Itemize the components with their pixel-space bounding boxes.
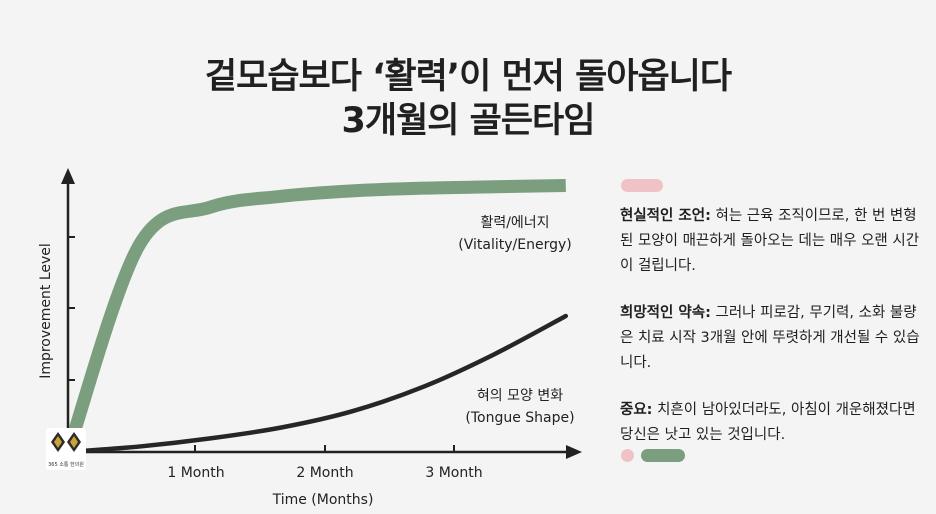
- y-axis-arrow: [61, 168, 75, 184]
- note-hopeful-body: 그러나 피로감, 무기력, 소화 불량은 치료 시작 3개월 안에 뚜렷하게 개…: [620, 305, 920, 371]
- chart: 1 Month 2 Month 3 Month Time (Months) Im…: [38, 168, 582, 508]
- x-tick-label-2: 2 Month: [296, 465, 353, 481]
- title-line-2: 3개월의 골든타임: [341, 101, 596, 141]
- note-important-head: 중요:: [620, 402, 653, 418]
- decor-pill-green: [641, 449, 685, 462]
- logo-mark-icon: [51, 432, 81, 452]
- series-label-vitality-ko: 활력/에너지: [480, 215, 549, 231]
- series-label-tongue-en: (Tongue Shape): [465, 410, 574, 426]
- series-line-vitality: [61, 178, 566, 455]
- x-tick-label-1: 1 Month: [167, 465, 224, 481]
- series-label-vitality-en: (Vitality/Energy): [458, 237, 571, 253]
- notes-panel: 현실적인 조언: 혀는 근육 조직이므로, 한 번 변형된 모양이 매끈하게 돌…: [620, 204, 920, 470]
- note-important: 중요: 치흔이 남아있더라도, 아침이 개운해졌다면 당신은 낫고 있는 것입니…: [620, 398, 920, 448]
- note-hopeful-head: 희망적인 약속:: [620, 305, 711, 321]
- decor-pill-pink-top: [621, 179, 663, 192]
- logo-text: 365 소통 한의원: [48, 462, 84, 468]
- x-axis-label: Time (Months): [272, 492, 374, 508]
- note-hopeful: 희망적인 약속: 그러나 피로감, 무기력, 소화 불량은 치료 시작 3개월 …: [620, 301, 920, 376]
- note-important-body: 치흔이 남아있더라도, 아침이 개운해졌다면 당신은 낫고 있는 것입니다.: [620, 402, 916, 443]
- x-axis-arrow: [566, 445, 582, 459]
- clinic-logo: 365 소통 한의원: [46, 428, 86, 470]
- note-realistic: 현실적인 조언: 혀는 근육 조직이므로, 한 번 변형된 모양이 매끈하게 돌…: [620, 204, 920, 279]
- note-realistic-head: 현실적인 조언:: [620, 208, 711, 224]
- series-label-tongue-ko: 혀의 모양 변화: [477, 388, 563, 404]
- decor-dot-pink: [621, 449, 634, 462]
- series-line-tongue: [65, 313, 569, 455]
- title-line-1: 겉모습보다 ‘활력’이 먼저 돌아옵니다: [204, 57, 732, 97]
- y-axis-label: Improvement Level: [38, 243, 54, 379]
- note-realistic-body: 혀는 근육 조직이므로, 한 번 변형된 모양이 매끈하게 돌아오는 데는 매우…: [620, 208, 920, 274]
- x-tick-label-3: 3 Month: [425, 465, 482, 481]
